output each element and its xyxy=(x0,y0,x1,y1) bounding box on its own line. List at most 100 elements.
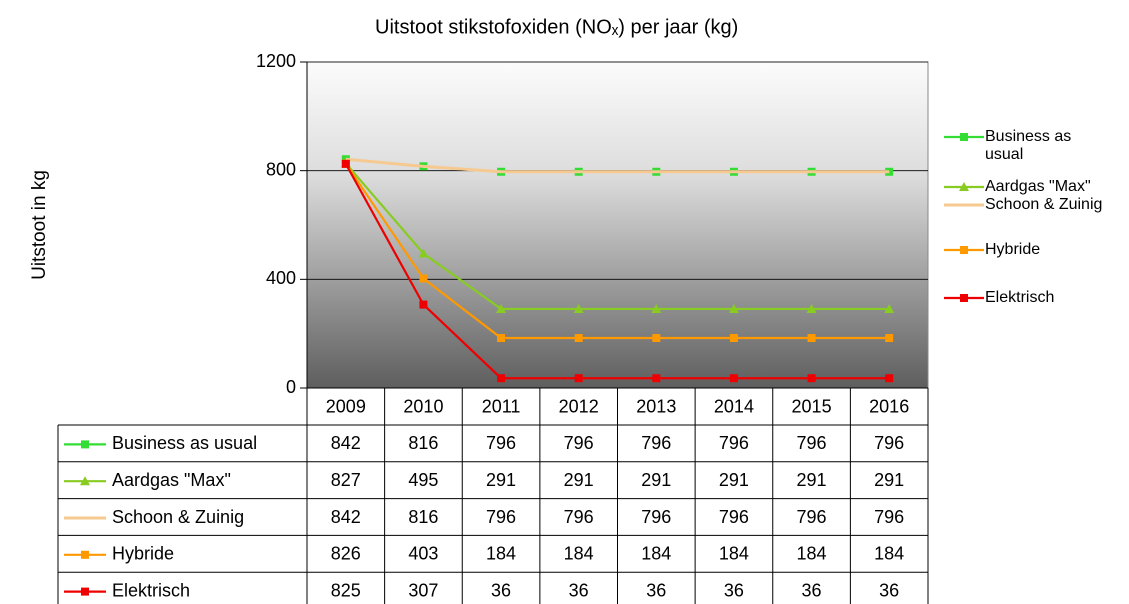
table-cell: 796 xyxy=(797,433,827,453)
marker xyxy=(885,374,894,383)
marker xyxy=(573,303,584,313)
table-cell: 36 xyxy=(724,580,744,600)
table-row-label: Schoon & Zuinig xyxy=(112,507,244,527)
y-tick-label: 1200 xyxy=(256,51,296,71)
series-line xyxy=(345,157,890,174)
legend-label: Elektrisch xyxy=(985,289,1055,306)
marker xyxy=(885,334,894,343)
marker xyxy=(418,248,429,258)
marker xyxy=(496,303,507,313)
marker xyxy=(497,334,506,343)
table-cell: 184 xyxy=(486,544,516,564)
table-cell: 36 xyxy=(802,580,822,600)
marker xyxy=(960,133,968,141)
table-cell: 825 xyxy=(331,580,361,600)
x-tick-label: 2014 xyxy=(714,396,754,416)
marker xyxy=(81,550,89,559)
legend-label: Hybride xyxy=(985,241,1041,258)
marker xyxy=(807,334,816,343)
marker xyxy=(728,303,739,313)
table-cell: 291 xyxy=(486,470,516,490)
marker xyxy=(574,334,583,343)
table-cell: 842 xyxy=(331,433,361,453)
marker xyxy=(80,476,90,486)
table-cell: 403 xyxy=(408,544,438,564)
table-cell: 827 xyxy=(331,470,361,490)
table-cell: 36 xyxy=(646,580,666,600)
table-cell: 796 xyxy=(486,433,516,453)
chart-title: Uitstoot stikstofoxiden (NOₓ) per jaar (… xyxy=(375,16,738,38)
table-cell: 796 xyxy=(797,507,827,527)
table-cell: 291 xyxy=(641,470,671,490)
table-cell: 36 xyxy=(879,580,899,600)
table-cell: 36 xyxy=(569,580,589,600)
table-cell: 184 xyxy=(797,544,827,564)
x-tick-label: 2012 xyxy=(559,396,599,416)
table-cell: 796 xyxy=(719,507,749,527)
table-cell: 796 xyxy=(641,433,671,453)
x-tick-label: 2010 xyxy=(403,396,443,416)
x-tick-label: 2009 xyxy=(326,396,366,416)
marker xyxy=(729,374,738,383)
marker xyxy=(960,246,968,254)
table-cell: 495 xyxy=(408,470,438,490)
y-tick-label: 400 xyxy=(266,268,296,288)
plot-area xyxy=(306,61,929,389)
table-cell: 796 xyxy=(719,433,749,453)
table-cell: 291 xyxy=(797,470,827,490)
table-cell: 842 xyxy=(331,507,361,527)
table-cell: 184 xyxy=(719,544,749,564)
marker xyxy=(419,300,428,309)
marker xyxy=(806,303,817,313)
marker xyxy=(81,440,89,449)
x-tick-label: 2011 xyxy=(482,396,521,416)
x-tick-label: 2013 xyxy=(636,396,676,416)
table-cell: 796 xyxy=(564,433,594,453)
table-cell: 291 xyxy=(719,470,749,490)
table-cell: 184 xyxy=(564,544,594,564)
table-cell: 184 xyxy=(641,544,671,564)
table-cell: 826 xyxy=(331,544,361,564)
table-cell: 184 xyxy=(874,544,904,564)
table-row-label: Business as usual xyxy=(112,433,257,453)
y-tick-label: 0 xyxy=(286,377,296,397)
table-row-label: Elektrisch xyxy=(112,580,190,600)
legend-label: Business as usual xyxy=(985,128,1072,163)
legend-label: Aardgas "Max" xyxy=(985,178,1091,195)
table-cell: 816 xyxy=(408,433,438,453)
y-tick-label: 800 xyxy=(266,159,296,179)
series-line xyxy=(344,163,890,380)
table-cell: 36 xyxy=(491,580,511,600)
marker xyxy=(574,374,583,383)
table-cell: 291 xyxy=(564,470,594,490)
x-tick-label: 2015 xyxy=(792,396,832,416)
marker xyxy=(652,334,661,343)
table-cell: 796 xyxy=(486,507,516,527)
x-tick-label: 2016 xyxy=(869,396,909,416)
table-cell: 307 xyxy=(408,580,438,600)
table-cell: 291 xyxy=(874,470,904,490)
table-cell: 796 xyxy=(874,507,904,527)
marker xyxy=(959,182,969,191)
marker xyxy=(419,274,428,283)
table-cell: 796 xyxy=(641,507,671,527)
marker xyxy=(884,303,895,313)
marker xyxy=(729,334,738,343)
table-row-label: Aardgas "Max" xyxy=(112,470,231,490)
marker xyxy=(807,374,816,383)
table-cell: 796 xyxy=(874,433,904,453)
marker xyxy=(651,303,662,313)
marker xyxy=(652,374,661,383)
legend-label: Schoon & Zuinig xyxy=(985,196,1103,213)
series-line xyxy=(344,162,890,311)
table-row-label: Hybride xyxy=(112,544,174,564)
y-axis-label: Uitstoot in kg xyxy=(29,170,50,280)
marker xyxy=(81,587,89,596)
marker xyxy=(960,294,968,302)
marker xyxy=(341,159,350,168)
marker xyxy=(497,374,506,383)
table-cell: 816 xyxy=(408,507,438,527)
series-line xyxy=(344,162,890,340)
